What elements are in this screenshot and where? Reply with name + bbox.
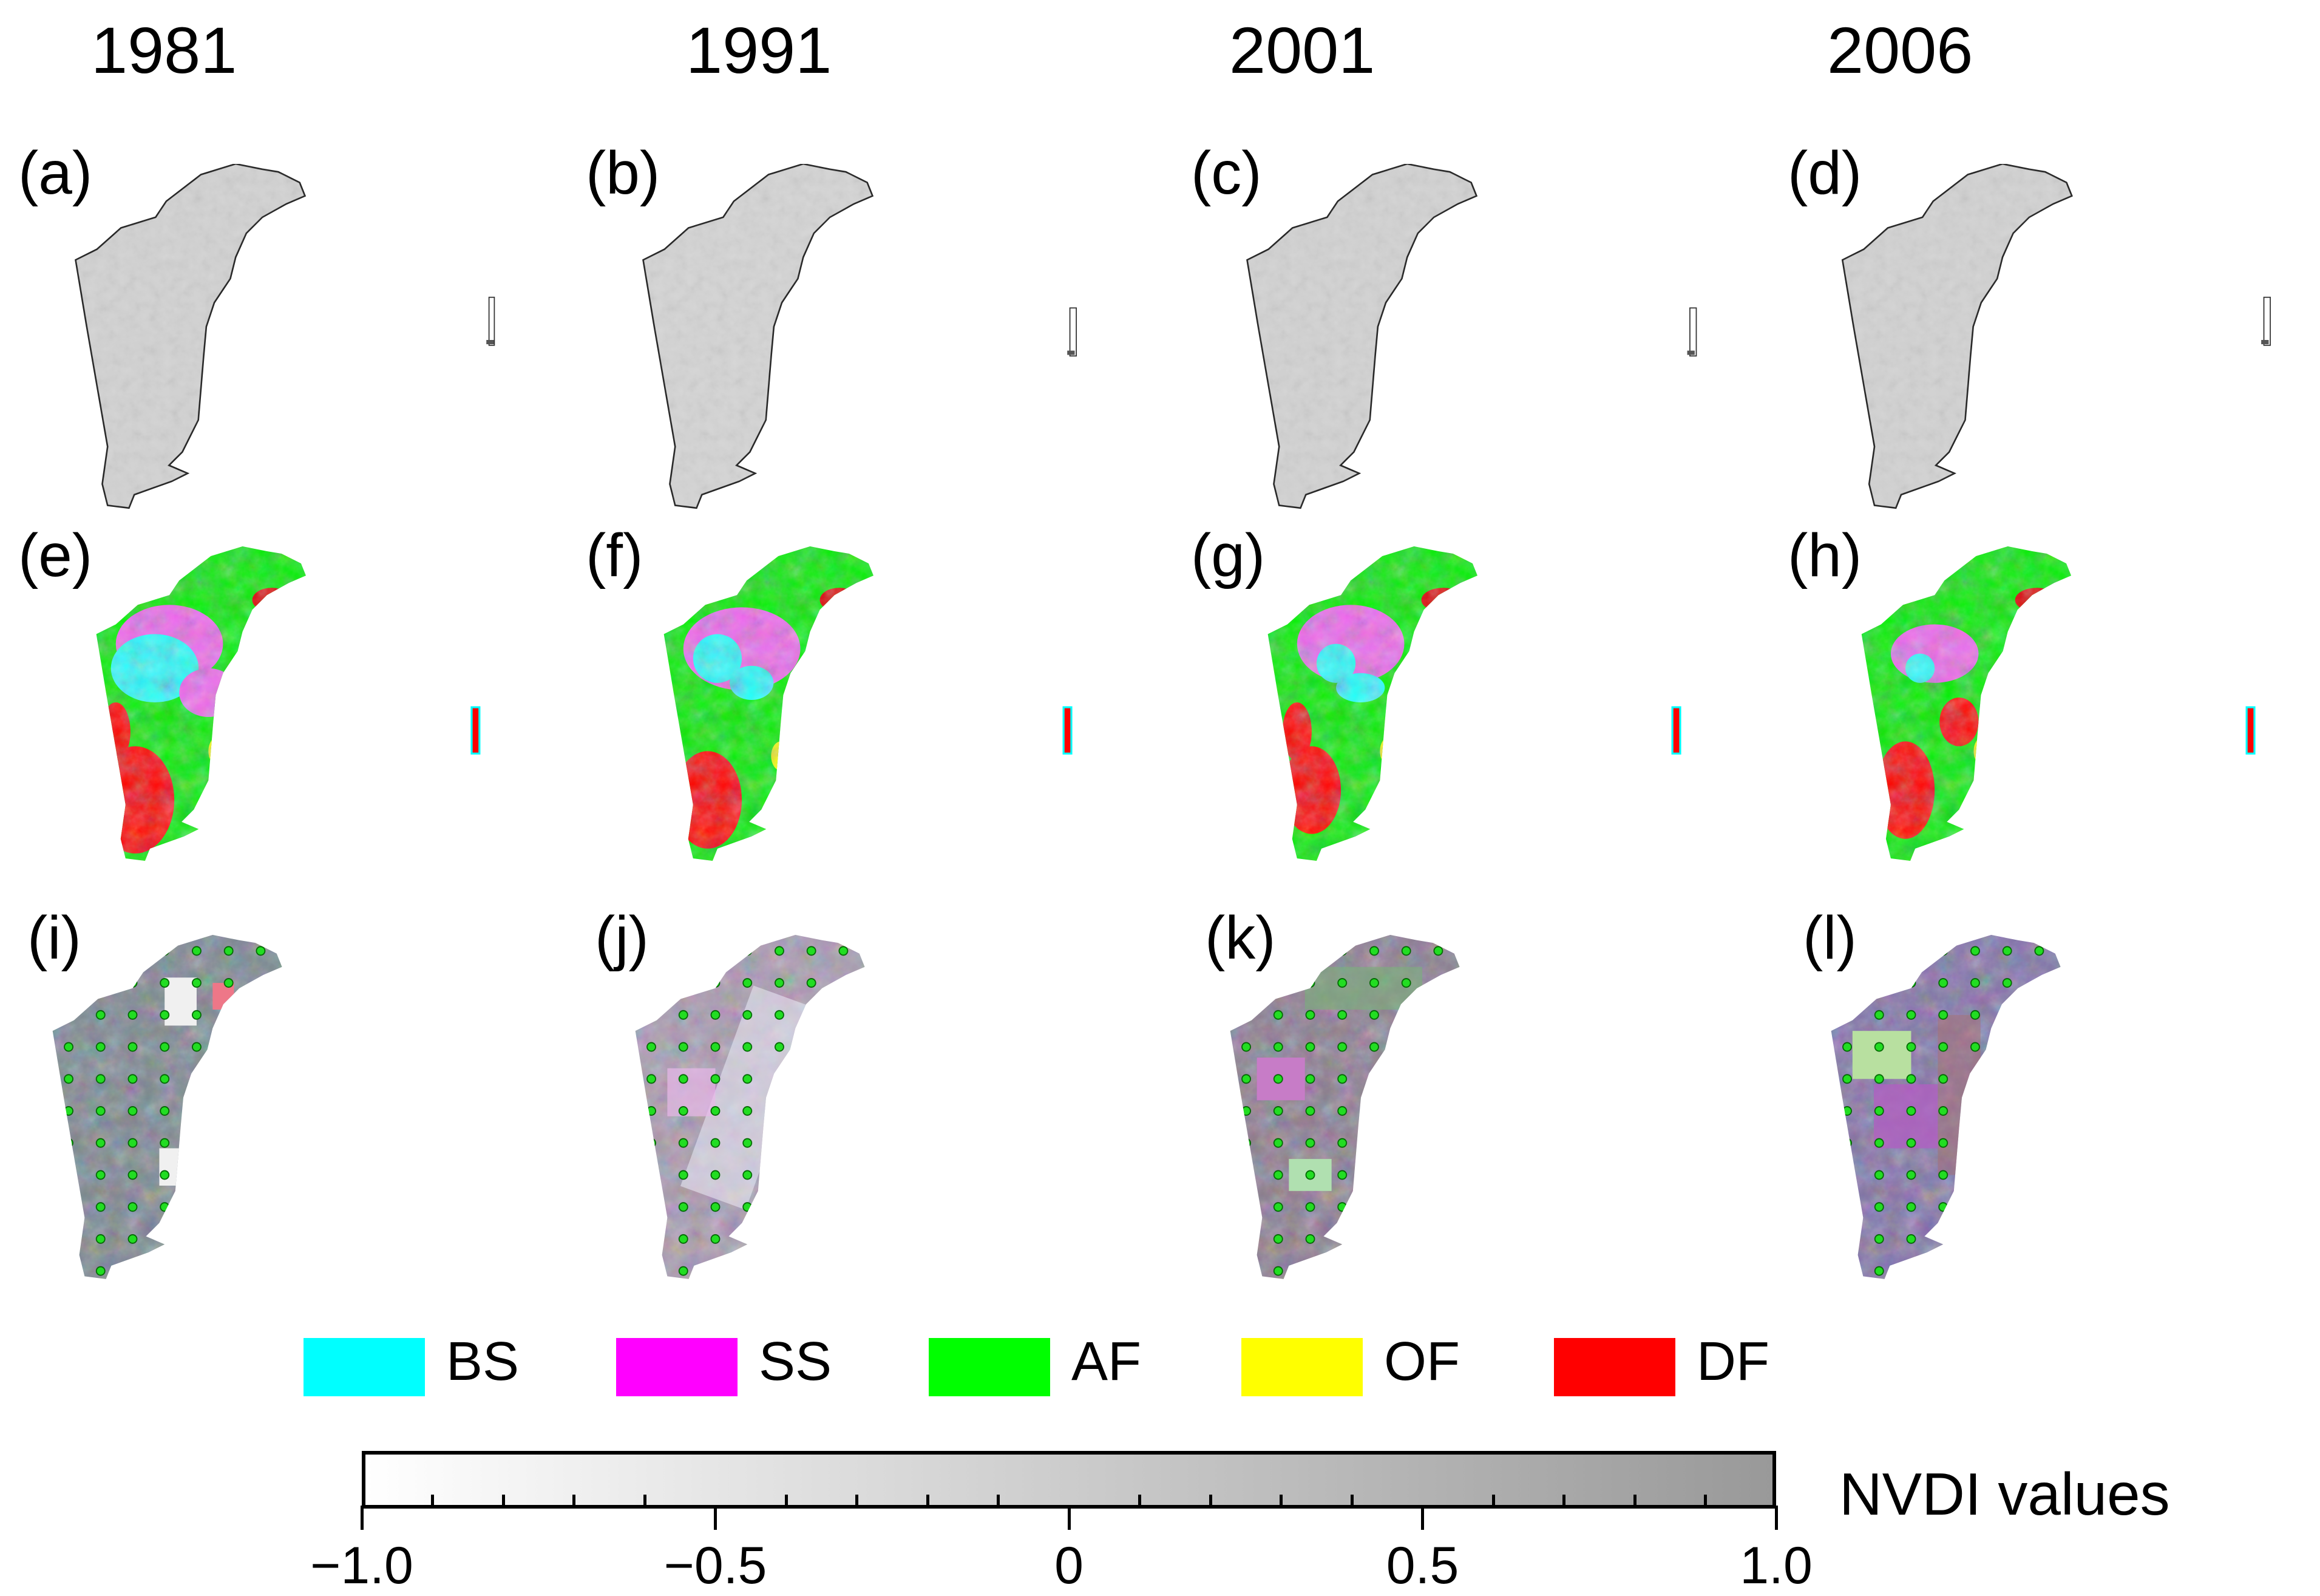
panel-label-j: (j) [595,904,649,972]
colorbar-tick [1491,1495,1495,1508]
colorbar-tick [1280,1495,1283,1508]
colorbar-tick [1562,1495,1565,1508]
ndvi-map-2001 [1246,164,1697,509]
classification-map-2006 [1861,546,2256,861]
island-icon [1067,307,1077,357]
legend-label-of: OF [1384,1331,1460,1392]
panel-label-d: (d) [1788,139,1862,207]
ndvi-map-1991 [642,164,1077,509]
colorbar-tick [1138,1495,1141,1508]
panel-label-h: (h) [1788,521,1862,589]
island-icon [486,296,495,346]
colorbar-tick-label: 0 [1054,1537,1084,1595]
panel-label-e: (e) [18,521,93,589]
colorbar-tick [855,1495,858,1508]
classification-map-1981 [96,546,481,861]
colorbar-tick [1350,1495,1354,1508]
classification-map-2001 [1267,546,1681,861]
class-legend: BS SS AF OF DF [0,1328,2320,1407]
legend-label-ss: SS [759,1331,832,1392]
satellite-map-2006 [1831,935,2061,1279]
colorbar-title: NVDI values [1839,1461,2170,1527]
ndvi-map-2006 [1841,164,2271,509]
panel-label-i: (i) [27,904,81,972]
colorbar-tick [926,1495,929,1508]
colorbar-tick [501,1495,505,1508]
classification-map-1991 [663,546,1073,861]
legend-label-af: AF [1071,1331,1142,1392]
panel-label-b: (b) [586,139,660,207]
legend-swatch-of [1241,1338,1363,1396]
colorbar-tick [714,1506,717,1530]
colorbar-tick-label: 0.5 [1386,1537,1459,1595]
satellite-map-1981 [52,935,282,1279]
panel-label-k: (k) [1205,904,1276,972]
legend-swatch-bs [304,1338,425,1396]
panel-label-g: (g) [1191,521,1266,589]
colorbar-tick [1067,1506,1071,1530]
colorbar-tick [572,1495,575,1508]
colorbar-tick [1421,1506,1424,1530]
ndvi-map-1981 [75,164,495,509]
colorbar-tick [784,1495,788,1508]
colorbar-tick [997,1495,1000,1508]
panel-label-f: (f) [586,521,643,589]
legend-swatch-af [929,1338,1050,1396]
year-label-2001: 2001 [1229,13,1375,87]
colorbar-tick [1704,1495,1707,1508]
year-label-1981: 1981 [91,13,237,87]
satellite-map-1991 [635,935,865,1279]
colorbar-tick [1209,1495,1212,1508]
legend-label-bs: BS [446,1331,520,1392]
colorbar-tick [643,1495,646,1508]
colorbar-tick [1633,1495,1637,1508]
panel-label-l: (l) [1803,904,1857,972]
colorbar-tick-label: −0.5 [663,1537,767,1595]
colorbar-tick-label: 1.0 [1740,1537,1813,1595]
colorbar-tick-label: −1.0 [310,1537,413,1595]
year-label-2006: 2006 [1827,13,1973,87]
island-icon [1687,307,1697,357]
legend-label-df: DF [1697,1331,1769,1392]
panel-label-a: (a) [18,139,93,207]
satellite-map-2001 [1230,935,1460,1279]
colorbar-tick [1774,1506,1778,1530]
colorbar-tick [431,1495,434,1508]
island-icon [2261,296,2271,346]
legend-swatch-ss [616,1338,738,1396]
colorbar-tick [360,1506,364,1530]
year-label-1991: 1991 [686,13,832,87]
panel-label-c: (c) [1191,139,1262,207]
legend-swatch-df [1554,1338,1675,1396]
